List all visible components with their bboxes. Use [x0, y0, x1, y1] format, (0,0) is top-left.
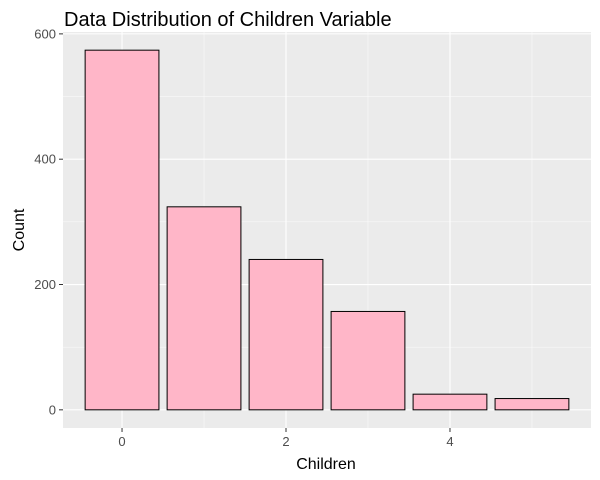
- x-tick-label: 4: [446, 434, 453, 449]
- bars: [84, 49, 570, 411]
- y-tick-label: 600: [34, 26, 56, 41]
- y-tick-label: 0: [49, 402, 56, 417]
- y-axis: 0 200 400 600: [34, 26, 63, 417]
- bar-children-5: [494, 398, 570, 411]
- bar-children-3: [330, 310, 406, 411]
- y-axis-title: Count: [11, 208, 28, 251]
- bar-children-2: [248, 258, 324, 411]
- x-axis-title: Children: [296, 456, 356, 473]
- bar-children-1: [166, 206, 242, 411]
- bar-children-0: [84, 49, 160, 411]
- x-tick-label: 2: [282, 434, 289, 449]
- x-axis: 0 2 4: [118, 428, 454, 449]
- y-tick-label: 400: [34, 152, 56, 167]
- y-tick-label: 200: [34, 277, 56, 292]
- x-tick-label: 0: [118, 434, 125, 449]
- bar-children-4: [412, 393, 488, 411]
- chart-title: Data Distribution of Children Variable: [64, 9, 392, 31]
